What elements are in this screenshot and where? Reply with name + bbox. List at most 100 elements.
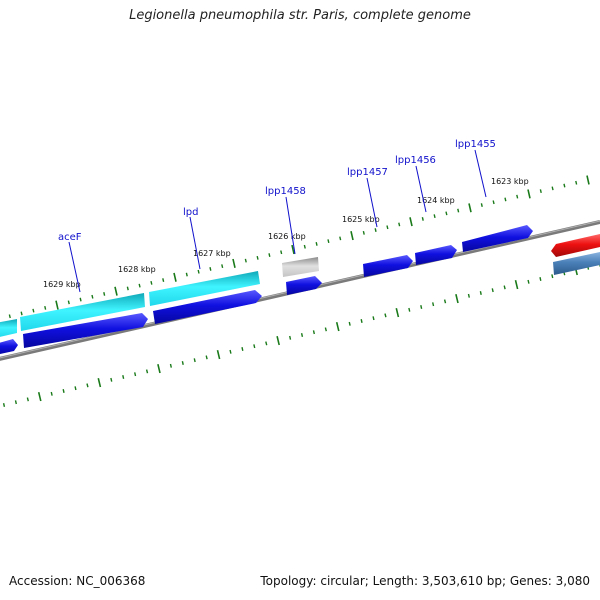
- kbp-label: 1623 kbp: [491, 177, 529, 186]
- cyan-feature[interactable]: [0, 319, 17, 338]
- minor-tick: [126, 286, 129, 291]
- major-tick: [114, 286, 118, 296]
- gene-leader-lines: [68, 149, 487, 293]
- major-tick: [55, 300, 59, 310]
- major-tick: [276, 336, 280, 346]
- cds-arrow[interactable]: [462, 225, 533, 252]
- minor-tick: [229, 349, 232, 354]
- major-tick: [455, 294, 459, 304]
- minor-tick: [280, 250, 283, 255]
- minor-tick: [563, 183, 566, 188]
- cyan-feature[interactable]: [20, 293, 145, 331]
- major-tick: [216, 350, 221, 360]
- minor-tick: [551, 274, 554, 279]
- red-feature[interactable]: [551, 234, 600, 257]
- minor-tick: [169, 363, 172, 368]
- accession-text: Accession: NC_006368: [9, 574, 146, 588]
- minor-tick: [91, 294, 94, 299]
- kbp-label: 1625 kbp: [342, 215, 380, 224]
- minor-tick: [433, 214, 436, 219]
- minor-tick: [181, 361, 184, 365]
- gene-label-acef[interactable]: aceF: [58, 232, 82, 243]
- minor-tick: [467, 293, 470, 298]
- minor-tick: [110, 377, 113, 382]
- minor-tick: [492, 200, 495, 205]
- major-tick: [350, 231, 354, 241]
- minor-tick: [339, 236, 342, 241]
- cds-arrow[interactable]: [363, 255, 413, 277]
- minor-tick: [575, 180, 578, 185]
- minor-tick: [138, 283, 141, 288]
- minor-tick: [197, 269, 200, 274]
- minor-tick: [244, 258, 247, 263]
- major-tick: [291, 244, 295, 255]
- minor-tick: [360, 319, 363, 323]
- minor-tick: [209, 267, 212, 271]
- minor-tick: [74, 386, 77, 391]
- cds-arrow[interactable]: [415, 245, 457, 265]
- cds-arrow[interactable]: [153, 290, 262, 324]
- minor-tick: [134, 372, 137, 377]
- cds-arrow[interactable]: [23, 313, 148, 348]
- cyan-feature[interactable]: [149, 271, 260, 306]
- major-tick: [37, 392, 42, 402]
- minor-tick: [32, 308, 35, 313]
- minor-tick: [303, 244, 306, 249]
- kbp-label: 1624 kbp: [417, 196, 455, 205]
- minor-tick: [20, 311, 23, 316]
- gene-label-lpp1458[interactable]: lpp1458: [265, 186, 306, 197]
- minor-tick: [103, 292, 106, 296]
- minor-tick: [205, 355, 208, 360]
- minor-tick: [289, 335, 292, 340]
- minor-tick: [432, 302, 435, 307]
- minor-tick: [539, 277, 542, 281]
- major-tick: [97, 378, 102, 388]
- minor-tick: [265, 341, 268, 346]
- minor-tick: [253, 344, 256, 349]
- cds-arrow[interactable]: [0, 339, 18, 355]
- minor-tick: [44, 305, 47, 310]
- minor-tick: [50, 391, 53, 396]
- minor-tick: [408, 307, 411, 312]
- minor-tick: [457, 208, 460, 213]
- gene-label-lpp1456[interactable]: lpp1456: [395, 155, 436, 166]
- kbp-label: 1626 kbp: [268, 232, 306, 241]
- minor-tick: [527, 279, 530, 284]
- minor-tick: [539, 189, 542, 194]
- major-tick: [586, 175, 590, 185]
- major-tick: [157, 364, 161, 374]
- minor-tick: [445, 211, 448, 216]
- kbp-label: 1628 kbp: [118, 265, 156, 274]
- minor-tick: [256, 255, 259, 260]
- minor-tick: [386, 225, 389, 230]
- minor-tick: [67, 300, 70, 305]
- gray-feature[interactable]: [282, 257, 319, 277]
- minor-tick: [315, 242, 318, 246]
- minor-tick: [14, 400, 17, 405]
- major-tick: [527, 189, 531, 199]
- minor-tick: [480, 203, 483, 207]
- minor-tick: [421, 217, 424, 221]
- minor-tick: [26, 397, 29, 402]
- major-tick: [335, 322, 340, 332]
- minor-tick: [327, 239, 330, 244]
- minor-tick: [145, 369, 149, 374]
- gene-label-lpp1455[interactable]: lpp1455: [455, 139, 496, 150]
- cds-arrow[interactable]: [286, 276, 322, 295]
- kbp-label: 1627 kbp: [193, 249, 231, 258]
- minor-tick: [348, 321, 351, 326]
- minor-tick: [372, 316, 375, 321]
- minor-tick: [324, 327, 327, 332]
- gene-label-lpd[interactable]: lpd: [183, 207, 198, 218]
- steelblue-feature[interactable]: [553, 252, 600, 275]
- minor-tick: [374, 228, 377, 232]
- minor-tick: [362, 230, 365, 235]
- minor-tick: [268, 253, 271, 257]
- minor-tick: [150, 280, 153, 285]
- genome-title: Legionella pneumophila str. Paris, compl…: [129, 8, 471, 23]
- minor-tick: [491, 288, 494, 293]
- minor-tick: [122, 375, 125, 379]
- gene-label-lpp1457[interactable]: lpp1457: [347, 167, 388, 178]
- outer-tick-ring: [8, 175, 590, 319]
